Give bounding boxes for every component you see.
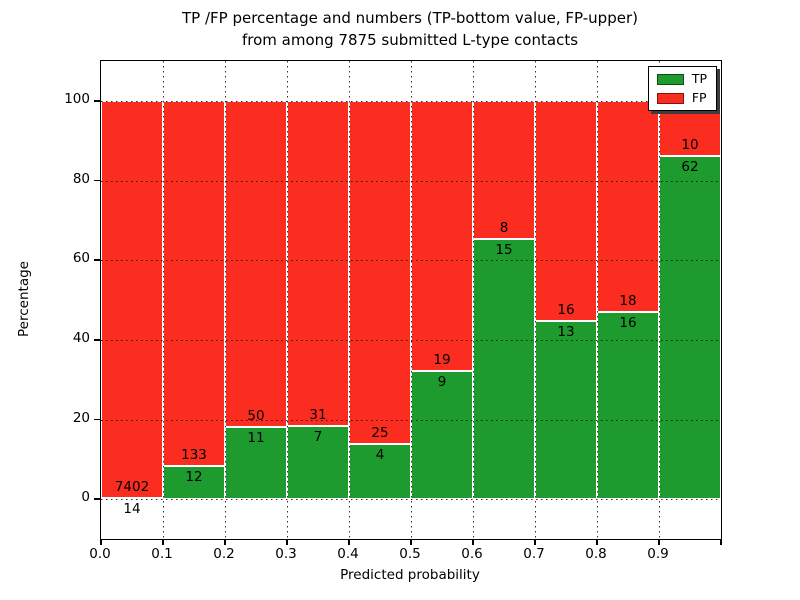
gridline-vertical [472,61,474,539]
bar-fp-count-label: 18 [619,292,637,309]
bar-tp-count-label: 14 [123,501,141,518]
x-tick-label: 0.2 [213,546,235,562]
bar-tp-count-label: 7 [313,428,323,445]
y-axis-tick [93,418,100,421]
legend-label-fp: FP [691,90,707,105]
bar-tp-count-label: 4 [375,447,385,464]
bar-tp-count-label: 13 [557,323,575,340]
y-axis-tick [93,100,100,102]
y-axis-label: Percentage [16,261,32,337]
x-tick-label: 0.9 [647,546,669,562]
legend-label-tp: TP [691,71,707,86]
gridline-vertical [410,61,412,539]
x-axis-label: Predicted probability [340,567,480,583]
bar-fp-segment [101,100,163,499]
bar-tp-count-label: 11 [247,430,265,447]
x-axis-tick [596,539,598,545]
x-axis-tick [100,539,102,545]
y-tick-label: 100 [64,90,90,107]
x-axis-tick [658,539,660,545]
y-tick-label: 20 [72,409,90,426]
chart-title-line2: from among 7875 submitted L-type contact… [241,31,579,49]
plot-area: TP FP 7402 14 133 12 50 11 31 7 25 4 19 9 8 15 16 13 18 1… [93,60,722,545]
y-tick-label: 0 [81,489,90,506]
x-tick-label: 0.0 [89,546,111,562]
bar-fp-segment [349,100,411,445]
gridline-vertical [224,61,226,539]
bar-tp-segment [597,311,659,500]
x-axis-tick [162,539,164,545]
y-axis-tick [93,339,100,341]
gridline-vertical [534,61,536,539]
bar-tp-segment [411,371,473,500]
bar-fp-count-label: 50 [247,408,265,425]
bar-tp-segment [659,156,721,500]
bar-fp-count-label: 25 [371,425,389,442]
bar-fp-count-label: 8 [499,220,509,237]
bar-fp-segment [225,100,287,428]
bar-fp-count-label: 133 [181,447,207,464]
bar-tp-count-label: 15 [495,242,513,259]
x-tick-label: 0.4 [337,546,359,562]
legend-entry-tp: TP [656,71,707,86]
y-axis-tick [93,259,100,261]
x-tick-label: 0.8 [585,546,607,562]
x-tick-label: 0.3 [275,546,297,562]
bar-fp-count-label: 16 [557,301,575,318]
bar-fp-segment [163,100,225,467]
bar-tp-count-label: 12 [185,469,203,486]
bar-fp-segment [535,100,597,321]
bar-fp-segment [287,100,349,426]
x-tick-label: 0.7 [523,546,545,562]
gridline-vertical [658,61,660,539]
gridline-vertical [286,61,288,539]
x-axis-tick [410,539,412,545]
x-tick-label: 0.1 [151,546,173,562]
gridline-vertical [596,61,598,539]
x-axis-tick [534,539,536,545]
gridline-vertical [162,61,164,539]
legend-swatch-tp-icon [656,73,684,85]
y-tick-label: 40 [72,329,90,346]
bar-fp-segment [473,100,535,240]
bar-tp-count-label: 9 [437,374,447,391]
bar-fp-count-label: 7402 [114,479,150,496]
bar-fp-count-label: 31 [309,406,327,423]
y-tick-label: 60 [72,250,90,267]
bar-tp-segment [473,239,535,500]
x-axis-tick [286,539,288,545]
bar-tp-count-label: 16 [619,314,637,331]
y-tick-label: 80 [72,170,90,187]
x-axis-tick [720,539,722,545]
y-axis-tick [93,498,100,500]
bar-tp-segment [225,427,287,500]
x-tick-label: 0.5 [399,546,421,562]
bar-tp-count-label: 62 [681,159,699,176]
chart-title: TP /FP percentage and numbers (TP-bottom… [100,7,720,51]
x-axis-tick [348,539,350,545]
x-tick-label: 0.6 [461,546,483,562]
bar-fp-count-label: 10 [681,137,699,154]
bar-fp-count-label: 19 [433,352,451,369]
legend: TP FP [647,66,717,111]
x-axis-tick [472,539,474,545]
bar-tp-segment [535,320,597,500]
chart-title-line1: TP /FP percentage and numbers (TP-bottom… [182,9,638,27]
legend-entry-fp: FP [656,90,707,105]
legend-swatch-fp-icon [656,92,684,104]
y-axis-tick [93,179,100,182]
bar-fp-segment [597,100,659,312]
bar-fp-segment [411,100,473,372]
x-axis-tick [224,539,226,545]
gridline-vertical [348,61,350,539]
